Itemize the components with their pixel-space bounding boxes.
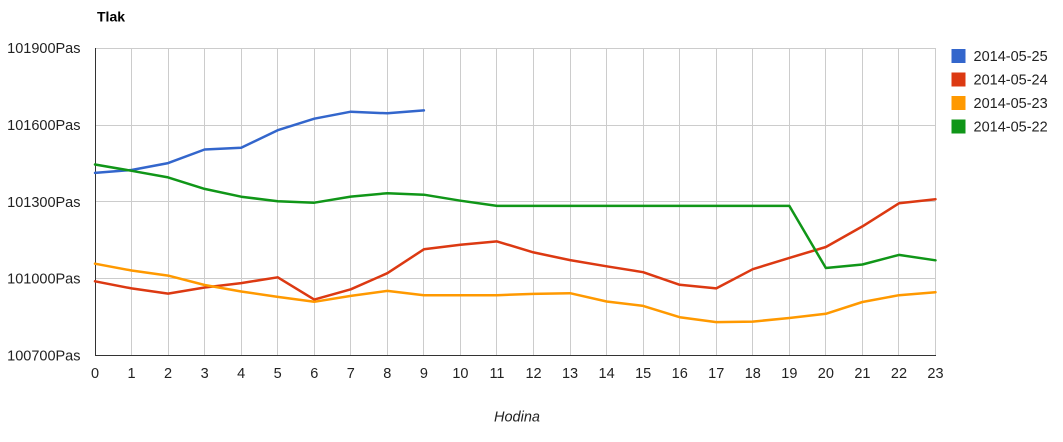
svg-text:17: 17 <box>708 366 724 382</box>
svg-text:3: 3 <box>201 366 209 382</box>
svg-text:19: 19 <box>781 366 797 382</box>
svg-text:2014-05-25: 2014-05-25 <box>974 49 1048 65</box>
svg-text:12: 12 <box>525 366 541 382</box>
svg-text:22: 22 <box>891 366 907 382</box>
svg-text:13: 13 <box>562 366 578 382</box>
svg-text:20: 20 <box>818 366 834 382</box>
svg-text:4: 4 <box>237 366 245 382</box>
svg-text:0: 0 <box>91 366 99 382</box>
svg-text:2014-05-23: 2014-05-23 <box>974 96 1048 112</box>
svg-text:21: 21 <box>854 366 870 382</box>
svg-text:11: 11 <box>489 366 504 382</box>
svg-text:100700Pas: 100700Pas <box>7 348 80 364</box>
svg-text:2014-05-22: 2014-05-22 <box>974 120 1048 136</box>
svg-text:10: 10 <box>452 366 468 382</box>
svg-text:6: 6 <box>310 366 318 382</box>
svg-text:101900Pas: 101900Pas <box>7 41 80 57</box>
svg-text:14: 14 <box>599 366 615 382</box>
svg-text:7: 7 <box>347 366 355 382</box>
svg-text:Tlak: Tlak <box>97 9 125 25</box>
svg-text:101000Pas: 101000Pas <box>7 272 80 288</box>
svg-text:8: 8 <box>383 366 391 382</box>
svg-text:101300Pas: 101300Pas <box>7 195 80 211</box>
svg-text:2: 2 <box>164 366 172 382</box>
svg-text:101600Pas: 101600Pas <box>7 118 80 134</box>
svg-text:9: 9 <box>420 366 428 382</box>
svg-text:1: 1 <box>128 366 136 382</box>
svg-text:2014-05-24: 2014-05-24 <box>974 73 1048 89</box>
svg-text:5: 5 <box>274 366 282 382</box>
svg-text:Hodina: Hodina <box>494 409 540 425</box>
svg-text:23: 23 <box>927 366 943 382</box>
svg-text:18: 18 <box>745 366 761 382</box>
svg-text:15: 15 <box>635 366 651 382</box>
svg-text:16: 16 <box>672 366 688 382</box>
